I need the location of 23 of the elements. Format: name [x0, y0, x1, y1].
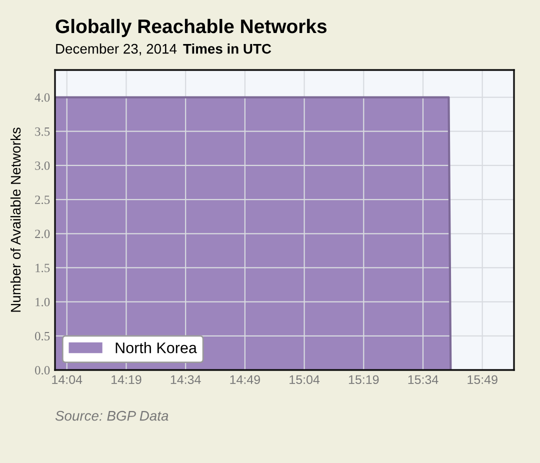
x-tick-label: 14:49 — [230, 375, 260, 384]
x-tick-label: 15:49 — [468, 375, 498, 384]
x-tick-label: 14:34 — [170, 375, 201, 384]
y-tick-label: 3.0 — [35, 161, 50, 170]
x-tick-label: 15:19 — [348, 375, 379, 384]
y-tick-label: 1.0 — [36, 298, 50, 306]
legend-label: North Korea — [116, 342, 197, 354]
y-tick-label: 0.5 — [34, 332, 50, 340]
y-tick-label: 4.0 — [34, 93, 50, 102]
y-tick-label: 2.5 — [35, 196, 50, 204]
source-note: Source: BGP Data — [55, 410, 168, 421]
x-tick-label: 14:04 — [52, 375, 82, 384]
y-tick-label: 2.0 — [35, 230, 50, 238]
y-tick-label: 3.5 — [35, 127, 50, 136]
x-tick-label: 15:34 — [408, 375, 438, 384]
y-tick-label: 1.5 — [36, 264, 50, 272]
chart-subtitle: December 23, 2014 — [56, 44, 177, 56]
x-tick-label: 14:19 — [112, 375, 142, 384]
text: Times in UTC — [183, 44, 272, 54]
chart-title: Globally Reachable Networks — [56, 18, 327, 38]
y-tick-label: 0.0 — [34, 366, 50, 375]
x-tick-label: 15:04 — [290, 375, 320, 384]
y-axis-title: Number of Available Networks — [10, 128, 21, 312]
